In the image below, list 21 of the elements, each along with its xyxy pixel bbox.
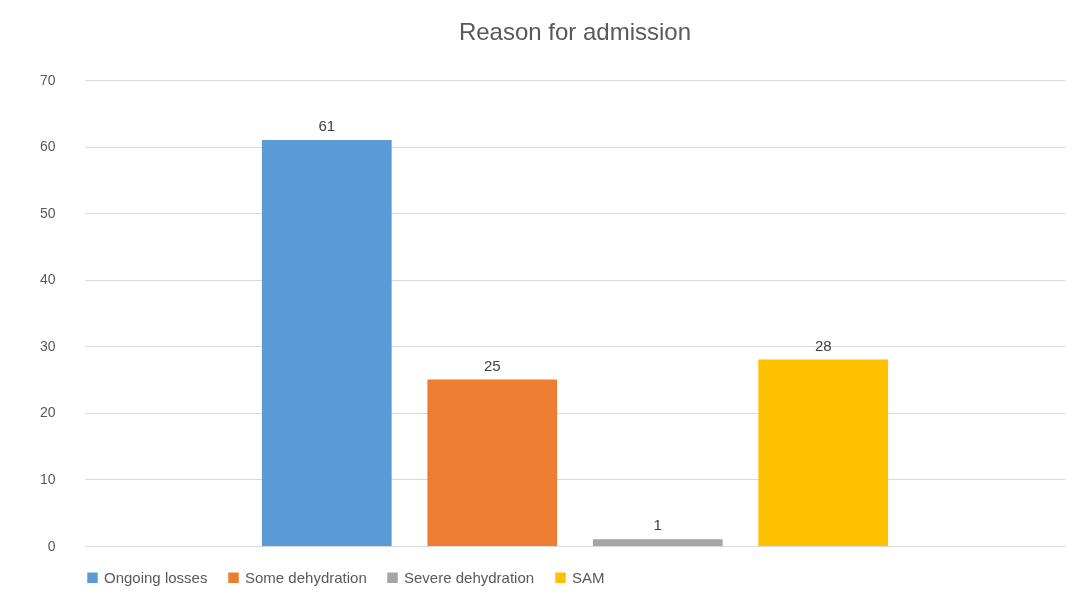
legend-label: Some dehydration — [245, 568, 367, 586]
y-tick-label: 20 — [39, 404, 56, 421]
y-tick-label: 50 — [39, 204, 56, 221]
y-tick-label: 30 — [39, 337, 56, 354]
data-label: 1 — [653, 516, 662, 534]
y-tick-label: 10 — [39, 470, 56, 487]
legend-label: SAM — [572, 568, 605, 586]
legend-label: Severe dehydration — [404, 568, 535, 586]
bar — [592, 539, 723, 546]
data-label: 25 — [483, 356, 501, 374]
bar — [427, 379, 558, 546]
y-tick-label: 40 — [39, 271, 56, 288]
y-tick-label: 0 — [47, 537, 56, 554]
data-label: 28 — [814, 336, 832, 354]
y-tick-label: 70 — [39, 71, 56, 88]
data-label: 61 — [318, 116, 336, 134]
y-tick-label: 60 — [39, 138, 56, 155]
bar — [758, 359, 889, 546]
legend-label: Ongoing losses — [104, 568, 208, 586]
bar — [261, 139, 392, 546]
chart-title: Reason for admission — [458, 18, 692, 45]
